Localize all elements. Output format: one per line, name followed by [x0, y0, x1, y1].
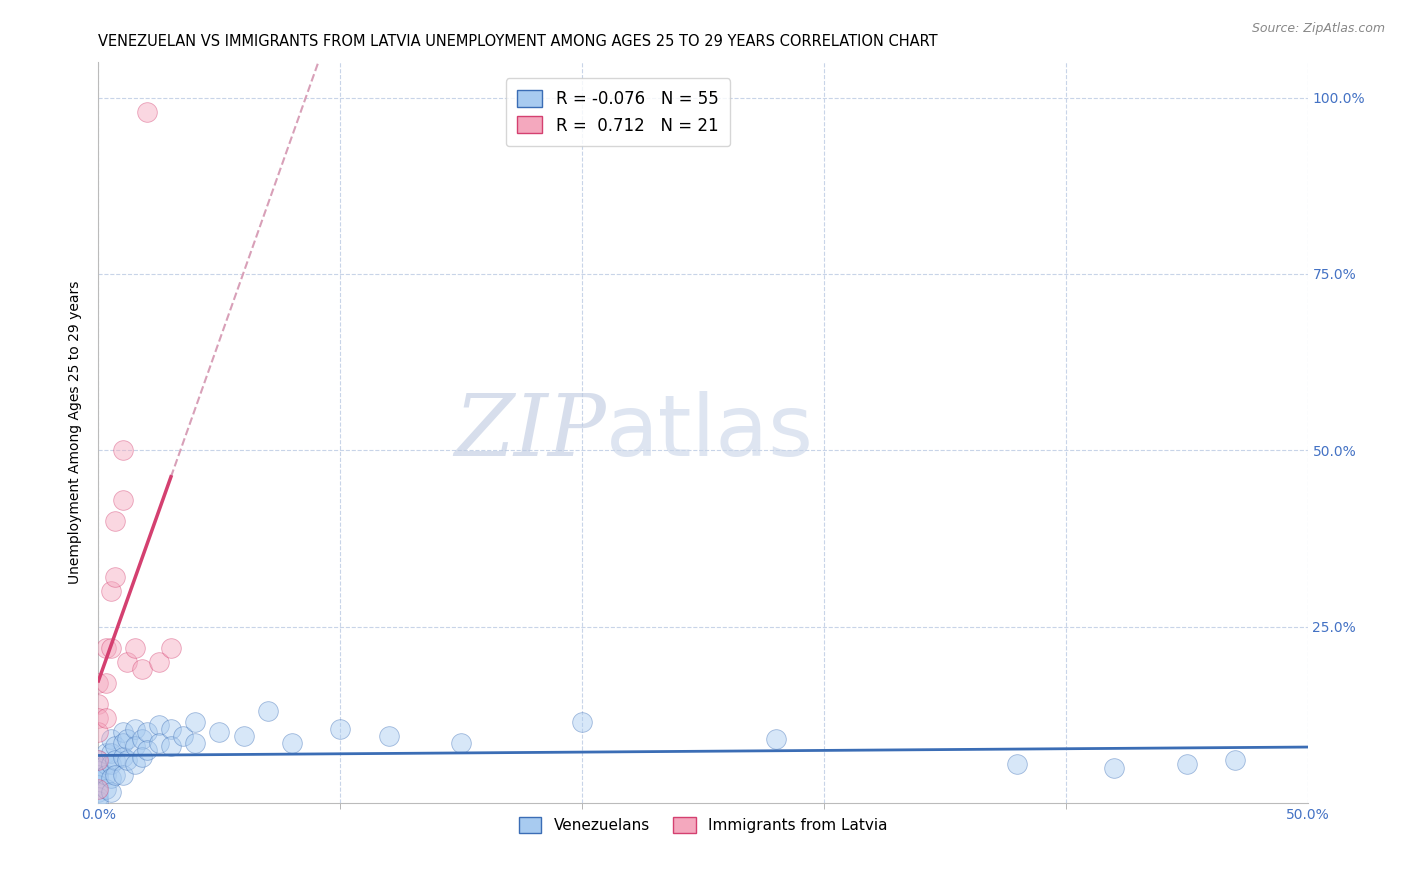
Point: [281, 736, 304, 750]
Point: [124, 722, 146, 736]
Point: [765, 732, 787, 747]
Point: [87, 794, 110, 808]
Point: [135, 743, 157, 757]
Point: [100, 732, 122, 747]
Point: [94, 747, 117, 761]
Text: atlas: atlas: [606, 391, 814, 475]
Point: [100, 757, 122, 772]
Point: [571, 714, 593, 729]
Point: [450, 736, 472, 750]
Point: [172, 729, 194, 743]
Point: [148, 718, 170, 732]
Point: [94, 640, 117, 655]
Point: [148, 655, 170, 669]
Point: [87, 767, 110, 781]
Point: [100, 771, 122, 785]
Point: [1102, 760, 1125, 774]
Point: [117, 754, 139, 768]
Point: [87, 754, 110, 768]
Point: [87, 790, 110, 805]
Text: ZIP: ZIP: [454, 392, 606, 474]
Point: [87, 697, 110, 711]
Point: [104, 754, 127, 768]
Point: [100, 640, 122, 655]
Point: [131, 662, 153, 676]
Point: [87, 760, 110, 774]
Point: [329, 722, 352, 736]
Point: [1175, 757, 1198, 772]
Point: [111, 492, 134, 507]
Point: [124, 739, 146, 754]
Point: [87, 725, 110, 739]
Point: [131, 732, 153, 747]
Point: [131, 750, 153, 764]
Y-axis label: Unemployment Among Ages 25 to 29 years: Unemployment Among Ages 25 to 29 years: [69, 281, 83, 584]
Point: [124, 757, 146, 772]
Point: [87, 711, 110, 725]
Point: [135, 104, 157, 119]
Legend: Venezuelans, Immigrants from Latvia: Venezuelans, Immigrants from Latvia: [512, 812, 894, 839]
Point: [117, 655, 139, 669]
Point: [100, 584, 122, 599]
Point: [111, 750, 134, 764]
Point: [87, 754, 110, 768]
Point: [87, 764, 110, 778]
Point: [1007, 757, 1029, 772]
Point: [87, 757, 110, 772]
Point: [148, 736, 170, 750]
Point: [87, 771, 110, 785]
Point: [160, 640, 183, 655]
Point: [377, 729, 399, 743]
Point: [94, 767, 117, 781]
Point: [184, 714, 207, 729]
Point: [100, 747, 122, 761]
Point: [160, 739, 183, 754]
Point: [104, 767, 127, 781]
Point: [87, 676, 110, 690]
Text: Source: ZipAtlas.com: Source: ZipAtlas.com: [1251, 22, 1385, 36]
Point: [160, 722, 183, 736]
Point: [184, 736, 207, 750]
Point: [87, 785, 110, 799]
Point: [111, 443, 134, 458]
Point: [1223, 754, 1246, 768]
Point: [94, 676, 117, 690]
Text: VENEZUELAN VS IMMIGRANTS FROM LATVIA UNEMPLOYMENT AMONG AGES 25 TO 29 YEARS CORR: VENEZUELAN VS IMMIGRANTS FROM LATVIA UNE…: [98, 34, 938, 49]
Point: [87, 781, 110, 796]
Point: [124, 640, 146, 655]
Point: [87, 778, 110, 792]
Point: [94, 711, 117, 725]
Point: [232, 729, 254, 743]
Point: [94, 757, 117, 772]
Point: [135, 725, 157, 739]
Point: [104, 570, 127, 584]
Point: [104, 739, 127, 754]
Point: [111, 725, 134, 739]
Point: [104, 514, 127, 528]
Point: [111, 767, 134, 781]
Point: [100, 785, 122, 799]
Point: [208, 725, 231, 739]
Point: [111, 736, 134, 750]
Point: [256, 704, 278, 718]
Point: [117, 732, 139, 747]
Point: [94, 781, 117, 796]
